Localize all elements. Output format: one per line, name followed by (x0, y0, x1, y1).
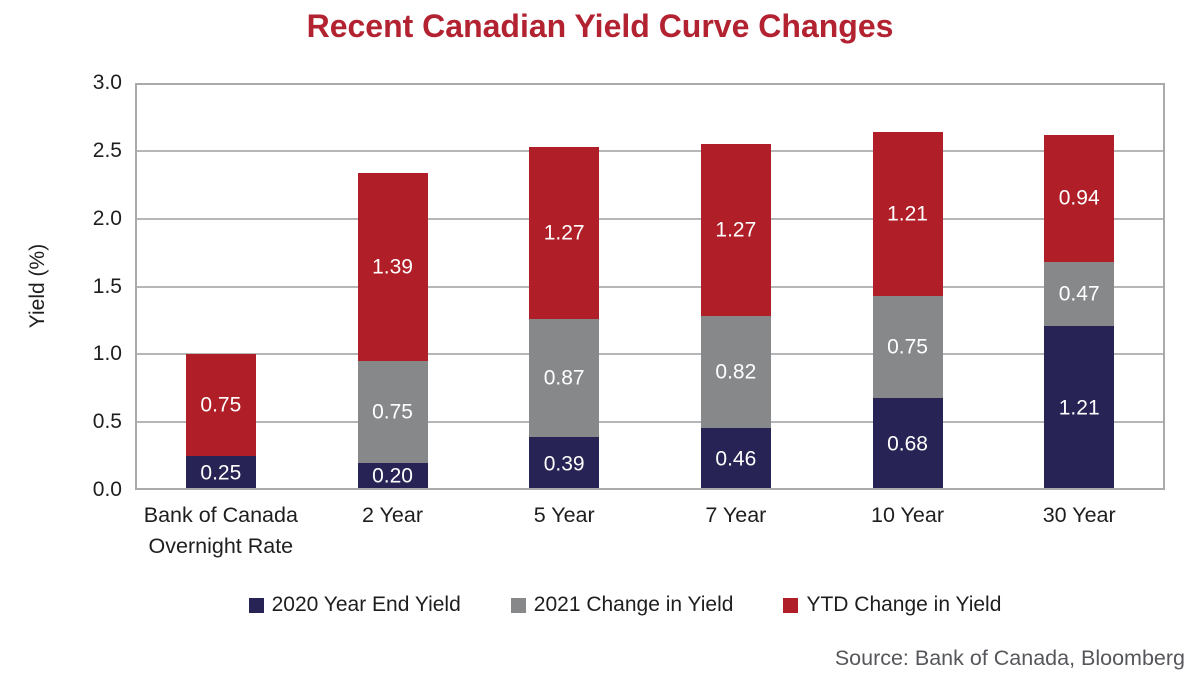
bar-segment: 0.75 (185, 354, 256, 457)
bar-slot: 0.46 0.82 1.27 (650, 83, 822, 490)
bar-segment: 1.21 (872, 131, 943, 296)
bar-segment: 0.82 (700, 316, 771, 428)
stacked-bar: 0.25 0.75 (185, 354, 256, 490)
gridline (135, 149, 1165, 152)
bar-segment: 0.39 (529, 437, 600, 490)
bar-slot: 0.39 0.87 1.27 (478, 83, 650, 490)
y-tick-label: 1.5 (92, 274, 122, 298)
gridline (135, 353, 1165, 356)
bar-segment: 0.68 (872, 397, 943, 490)
bar-value-label: 0.68 (887, 432, 928, 456)
bar-slot: 0.20 0.75 1.39 (307, 83, 479, 490)
legend-swatch-icon (248, 597, 264, 613)
x-axis-label: 7 Year (705, 503, 767, 527)
bar-segment: 0.87 (529, 319, 600, 438)
bar-value-label: 0.87 (543, 366, 585, 390)
bar-segment: 0.75 (357, 361, 428, 463)
bar-value-label: 1.21 (887, 202, 928, 226)
y-tick-label: 2.5 (92, 138, 122, 162)
bar-segment: 0.46 (700, 427, 771, 490)
bar-segment: 0.20 (357, 462, 428, 490)
bar-slot: 0.25 0.75 (135, 83, 307, 490)
stacked-bar: 0.20 0.75 1.39 (357, 172, 428, 490)
bar-segment: 0.94 (1044, 134, 1115, 263)
bar-value-label: 0.46 (715, 447, 757, 471)
legend-label: YTD Change in Yield (806, 593, 1002, 616)
bar-segment: 0.75 (872, 296, 943, 398)
bar-value-label: 1.27 (715, 218, 757, 242)
y-tick-label: 1.0 (92, 342, 122, 366)
bar-value-label: 0.47 (1058, 282, 1100, 306)
bar-slot: 1.21 0.47 0.94 (993, 83, 1165, 490)
stacked-bar: 0.39 0.87 1.27 (529, 146, 600, 490)
bar-value-label: 1.21 (1058, 396, 1100, 420)
bar-slot: 0.68 0.75 1.21 (822, 83, 994, 490)
legend: 2020 Year End Yield 2021 Change in Yield Y… (25, 593, 1200, 617)
legend-label: 2021 Change in Yield (533, 593, 734, 616)
y-tick-label: 0.0 (92, 478, 122, 501)
bar-value-label: 0.75 (372, 400, 413, 424)
bar-value-label: 1.27 (543, 221, 585, 245)
bar-value-label: 0.39 (543, 452, 585, 476)
bar-segment: 1.39 (357, 172, 428, 362)
bar-value-label: 0.25 (200, 461, 242, 485)
bar-value-label: 0.94 (1058, 186, 1100, 210)
plot-area: 0.25 0.75 0.20 0.75 1.39 0.39 0.87 1.27 0.46 0.82… (135, 83, 1165, 490)
bar-value-label: 0.82 (715, 360, 757, 384)
legend-swatch-icon (510, 597, 526, 613)
legend-label: 2020 Year End Yield (271, 593, 461, 616)
x-axis-labels: Bank of Canada Overnight Rate 2 Year 5 Yea… (135, 500, 1165, 562)
x-axis-label: 30 Year (1042, 503, 1116, 527)
bar-value-label: 0.20 (372, 464, 413, 488)
stacked-bar: 0.68 0.75 1.21 (872, 131, 943, 490)
gridline (135, 285, 1165, 288)
legend-item: 2021 Change in Yield (510, 593, 734, 617)
legend-item: YTD Change in Yield (783, 593, 1001, 617)
legend-swatch-icon (783, 597, 799, 613)
x-axis-label: Bank of Canada Overnight Rate (143, 503, 298, 559)
bar-value-label: 0.75 (200, 393, 242, 417)
gridline (135, 217, 1165, 220)
bar-segment: 1.21 (1044, 325, 1115, 490)
legend-item: 2020 Year End Yield (248, 593, 461, 617)
bar-segment: 1.27 (529, 146, 600, 320)
x-axis-label: 5 Year (533, 503, 595, 527)
bar-segment: 1.27 (700, 144, 771, 317)
bar-segment: 0.25 (185, 456, 256, 490)
x-axis-label: 2 Year (362, 503, 423, 527)
y-tick-label: 3.0 (92, 71, 122, 94)
x-axis-label: 10 Year (871, 503, 944, 527)
bars-layer: 0.25 0.75 0.20 0.75 1.39 0.39 0.87 1.27 0.46 0.82… (135, 83, 1165, 490)
bar-value-label: 1.39 (372, 255, 413, 279)
stacked-bar: 1.21 0.47 0.94 (1044, 134, 1115, 490)
bar-value-label: 0.75 (887, 335, 928, 359)
gridline (135, 421, 1165, 424)
stacked-bar: 0.46 0.82 1.27 (700, 144, 771, 490)
source-note: Source: Bank of Canada, Bloomberg (834, 646, 1185, 670)
y-tick-label: 0.5 (92, 410, 122, 434)
bar-segment: 0.47 (1044, 262, 1115, 326)
chart-title: Recent Canadian Yield Curve Changes (306, 8, 894, 44)
y-tick-label: 2.0 (92, 206, 122, 230)
